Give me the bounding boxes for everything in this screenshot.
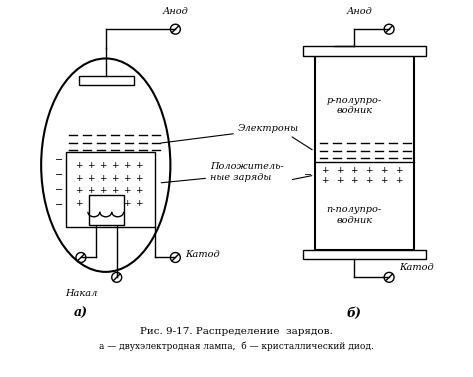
Text: +: +	[75, 199, 83, 208]
Text: +: +	[321, 166, 328, 175]
Bar	[66, 152, 156, 227]
Text: +: +	[135, 173, 142, 182]
Text: +: +	[99, 199, 106, 208]
Text: +: +	[135, 199, 142, 208]
Text: +: +	[366, 176, 373, 185]
Text: +: +	[111, 173, 118, 182]
Text: Катод: Катод	[399, 263, 434, 272]
Text: п-полупро-
водник: п-полупро- водник	[327, 205, 382, 225]
Text: +: +	[75, 187, 83, 196]
Text: а): а)	[74, 307, 88, 320]
Text: +: +	[350, 176, 358, 185]
Text: Электроны: Электроны	[238, 124, 299, 133]
Text: +: +	[380, 166, 388, 175]
Text: +: +	[99, 173, 106, 182]
Text: Положитель-
ные заряды: Положитель- ные заряды	[210, 162, 284, 182]
Text: +: +	[111, 187, 118, 196]
Text: +: +	[111, 199, 118, 208]
Text: −: −	[55, 170, 63, 180]
Text: −: −	[55, 155, 63, 165]
Text: +: +	[75, 161, 83, 170]
Text: +: +	[87, 199, 95, 208]
Bar	[315, 56, 414, 250]
Text: +: +	[111, 161, 118, 170]
Bar	[79, 76, 133, 85]
Text: Рис. 9-17. Распределение  зарядов.: Рис. 9-17. Распределение зарядов.	[140, 327, 333, 336]
Text: +: +	[321, 176, 328, 185]
Text: +: +	[336, 176, 343, 185]
Text: +: +	[380, 176, 388, 185]
Text: +: +	[99, 161, 106, 170]
Text: Накал: Накал	[65, 289, 97, 298]
Text: б): б)	[347, 307, 362, 320]
Text: +: +	[75, 173, 83, 182]
Text: −: −	[55, 200, 63, 210]
Text: +: +	[87, 173, 95, 182]
Text: а — двухэлектродная лампа,  б — кристаллический диод.: а — двухэлектродная лампа, б — кристалли…	[98, 342, 374, 351]
Text: +: +	[395, 166, 403, 175]
Text: Анод: Анод	[346, 7, 372, 16]
Text: +: +	[395, 176, 403, 185]
Text: −: −	[55, 185, 63, 195]
Bar	[303, 250, 426, 259]
Text: +: +	[99, 187, 106, 196]
Text: +: +	[87, 161, 95, 170]
Text: +: +	[135, 161, 142, 170]
Text: +: +	[366, 166, 373, 175]
Text: Катод: Катод	[185, 250, 220, 259]
Bar	[89, 195, 123, 225]
Bar	[303, 46, 426, 56]
Text: +: +	[350, 166, 358, 175]
Text: −: −	[304, 170, 312, 180]
Text: +: +	[123, 187, 131, 196]
Text: +: +	[87, 187, 95, 196]
Text: р-полупро-
водник: р-полупро- водник	[327, 96, 382, 115]
Text: Анод: Анод	[163, 7, 188, 16]
Text: +: +	[336, 166, 343, 175]
Text: +: +	[123, 173, 131, 182]
Text: +: +	[123, 161, 131, 170]
Text: +: +	[123, 199, 131, 208]
Text: +: +	[135, 187, 142, 196]
